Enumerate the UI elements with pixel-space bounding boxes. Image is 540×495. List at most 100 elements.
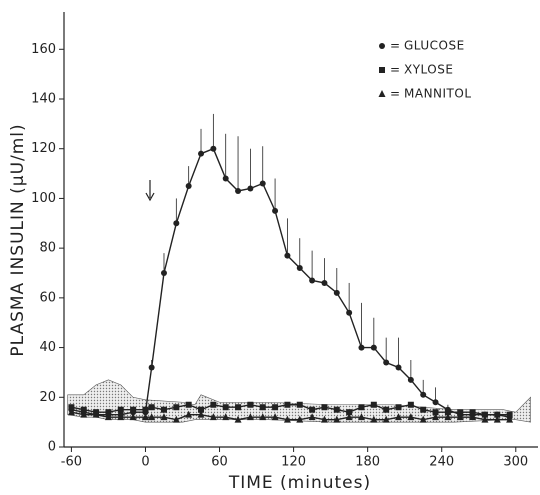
- series-line: [71, 147, 510, 418]
- marker: [370, 415, 378, 423]
- marker: [407, 401, 414, 408]
- marker: [172, 415, 180, 423]
- marker: [222, 175, 229, 182]
- marker: [160, 413, 168, 421]
- x-tick-label: 0: [141, 455, 149, 470]
- marker: [284, 252, 291, 259]
- marker: [333, 289, 340, 296]
- marker: [222, 404, 229, 411]
- marker: [407, 413, 415, 421]
- marker: [346, 309, 353, 316]
- marker: [105, 409, 112, 416]
- marker: [259, 413, 267, 421]
- marker: [407, 376, 414, 383]
- marker: [209, 413, 217, 421]
- marker: [160, 406, 167, 413]
- marker: [346, 409, 353, 416]
- marker: [173, 220, 180, 227]
- legend-item: = MANNITOL: [378, 87, 471, 101]
- marker: [469, 409, 476, 416]
- marker: [370, 401, 377, 408]
- marker: [432, 413, 440, 421]
- marker: [271, 413, 279, 421]
- marker: [333, 415, 341, 423]
- marker: [506, 415, 514, 423]
- marker: [198, 406, 205, 413]
- y-tick-label: 80: [39, 241, 56, 256]
- legend-item: = XYLOSE: [379, 63, 453, 77]
- marker: [444, 413, 452, 421]
- marker: [469, 413, 477, 421]
- marker: [185, 183, 192, 189]
- y-tick-label: 120: [31, 141, 56, 156]
- marker: [160, 270, 167, 276]
- legend-marker: [379, 67, 385, 73]
- marker: [104, 413, 112, 421]
- marker: [173, 404, 180, 411]
- legend-marker: [379, 43, 385, 49]
- marker: [148, 364, 155, 371]
- marker: [506, 411, 513, 418]
- x-tick-label: 180: [355, 455, 380, 470]
- legend-separator: =: [390, 63, 401, 77]
- x-tick-label: 300: [503, 455, 528, 470]
- marker: [420, 406, 427, 413]
- marker: [309, 406, 316, 413]
- marker: [357, 413, 365, 421]
- marker: [235, 187, 242, 194]
- marker: [321, 404, 328, 411]
- marker: [67, 408, 75, 416]
- marker: [141, 413, 149, 421]
- marker: [383, 359, 390, 366]
- legend-separator: =: [390, 87, 401, 101]
- marker: [80, 410, 88, 418]
- marker: [432, 409, 439, 416]
- marker: [117, 406, 124, 413]
- y-tick-label: 40: [39, 340, 56, 355]
- marker: [129, 413, 137, 421]
- marker: [456, 413, 464, 421]
- marker: [457, 409, 464, 416]
- legend-separator: =: [390, 39, 401, 53]
- marker: [246, 413, 254, 421]
- marker: [321, 279, 328, 286]
- marker: [444, 409, 451, 416]
- y-tick-label: 20: [39, 390, 56, 405]
- marker: [198, 150, 205, 157]
- marker: [309, 277, 316, 284]
- legend-label: XYLOSE: [404, 63, 453, 77]
- marker: [80, 406, 87, 413]
- marker: [420, 391, 427, 398]
- marker: [395, 413, 403, 421]
- marker: [296, 401, 303, 408]
- marker: [432, 399, 439, 406]
- marker: [370, 344, 377, 351]
- y-tick-label: 0: [48, 440, 56, 455]
- marker: [481, 411, 488, 418]
- x-tick-label: 120: [281, 455, 306, 470]
- y-tick-label: 140: [31, 92, 56, 107]
- marker: [259, 404, 266, 411]
- marker: [210, 145, 217, 152]
- marker: [117, 413, 125, 421]
- marker: [382, 415, 390, 423]
- x-tick-label: -60: [61, 455, 82, 470]
- marker: [272, 404, 279, 411]
- marker: [247, 401, 254, 408]
- marker: [358, 404, 365, 411]
- marker: [92, 410, 100, 418]
- marker: [235, 404, 242, 411]
- marker: [358, 344, 365, 351]
- marker: [142, 406, 149, 413]
- marker: [259, 180, 266, 187]
- marker: [296, 415, 304, 423]
- marker: [283, 415, 291, 423]
- marker: [148, 404, 155, 411]
- marker: [68, 404, 75, 411]
- marker: [148, 413, 156, 421]
- y-tick-label: 160: [31, 42, 56, 57]
- marker: [320, 415, 328, 423]
- marker: [333, 406, 340, 413]
- marker: [247, 185, 254, 192]
